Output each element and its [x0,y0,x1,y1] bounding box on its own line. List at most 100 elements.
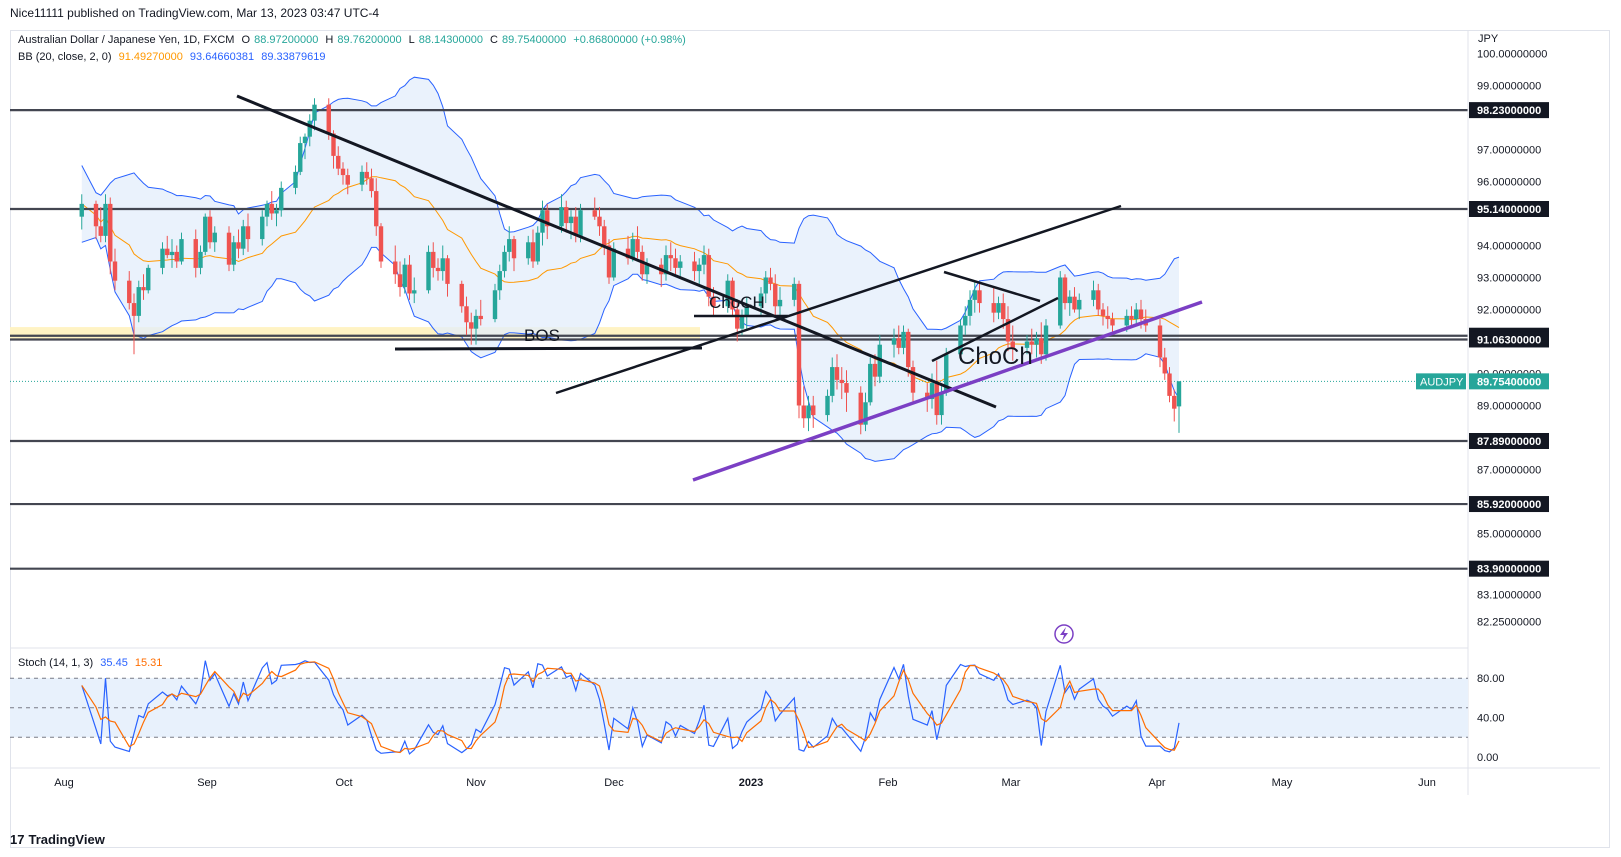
candle [174,245,179,268]
candle-body [112,261,118,281]
candle-body [1096,290,1101,310]
candle [801,386,806,428]
candle [374,178,379,236]
candle-body [668,255,673,259]
candle [203,213,208,256]
candle-body [801,405,806,419]
candle-body [963,315,968,326]
price-tick-label: 87.00000000 [1477,464,1541,476]
candle [1172,389,1177,422]
candle-body [1091,290,1096,300]
stoch-k-line [81,660,1180,755]
high-value: 89.76200000 [337,34,402,46]
tradingview-brand[interactable]: 17 TradingView [10,832,105,847]
candle-body [868,363,873,403]
time-tick-label: Oct [335,777,352,789]
candle-body [611,248,616,278]
candle-body [378,226,384,262]
candle-body [858,392,863,425]
candle-body [678,261,683,268]
candle-body [763,277,768,294]
candle [426,245,431,294]
candle-body [834,367,840,380]
candle-body [792,283,797,300]
candle-body [260,216,265,240]
candle [1129,306,1134,326]
bb-basis-line [81,176,1180,384]
high-label: H [325,34,334,46]
trendlines [236,94,1203,482]
candle [1096,283,1101,316]
candle [112,248,118,291]
candle-body [597,216,602,227]
candle-body [545,210,550,227]
candle [478,299,483,326]
candle [602,219,607,256]
candle-body [839,379,844,384]
candle-body [146,267,151,291]
candle [340,162,346,185]
candle-body [1062,277,1068,304]
candle-body [1005,319,1011,342]
candle-body [302,136,308,144]
candle-body [298,143,303,172]
candle [336,146,341,176]
candle [697,258,702,284]
stoch-d-value: 15.31 [134,657,163,669]
candle [1024,335,1030,355]
candle [141,274,146,300]
candle [1105,306,1110,329]
candle-body [426,251,431,291]
candle-body [526,242,531,259]
candle [611,242,616,281]
candle [730,277,735,316]
candle-body [559,207,564,227]
time-tick-label: Nov [466,777,486,789]
candle-body [169,251,175,256]
stochastic-pane: 80.00 40.00 0.00 [10,647,1505,764]
candle [93,200,99,240]
candle-body [141,287,146,291]
candle-body [578,210,583,236]
candle [397,261,403,297]
candle-body [264,203,270,217]
candle [193,229,198,278]
candle-body [203,216,208,252]
candle [198,245,203,275]
candle-body [445,258,450,284]
candle [207,210,213,249]
candle [431,242,436,278]
level-price-tag [1469,102,1549,119]
candle-body [236,242,241,249]
candle [469,312,474,345]
candle-body [98,226,103,236]
candle [1167,367,1172,403]
candles [79,98,1182,435]
candle-body [939,392,944,416]
candle [872,354,878,387]
candle-body [473,315,479,329]
candle [967,290,973,326]
candle [744,296,749,329]
price-tick-label: 93.00000000 [1477,272,1541,284]
candle [673,248,678,275]
candle [1058,271,1063,329]
candle-body [910,367,916,393]
candle [402,258,407,294]
candle [226,226,232,272]
price-axis: 100.00000000 99.00000000 97.00000000 96.000… [1416,30,1549,795]
candle-body [127,280,132,304]
candle [179,232,184,265]
candle [663,245,669,281]
candle-body [402,264,407,288]
close-label: C [490,34,498,46]
price-tick-label: 89.00000000 [1477,400,1541,412]
candle [863,392,868,432]
candle [298,136,303,176]
candle-body [944,354,949,393]
candle-body [326,104,331,134]
candle-body [79,203,84,217]
candle [977,283,982,313]
candle-body [336,155,341,169]
